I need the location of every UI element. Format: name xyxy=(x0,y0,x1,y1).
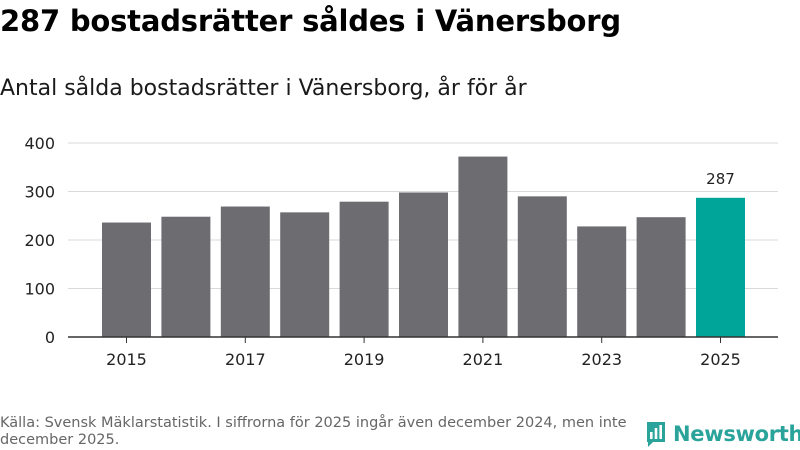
y-tick-label: 100 xyxy=(24,280,55,299)
x-tick-label: 2017 xyxy=(225,350,266,369)
bar-2021 xyxy=(458,156,508,337)
bar-chart: 0 100 200 300 400 2015 2017 2019 2021 2023 2025 287 xyxy=(24,134,778,369)
y-tick-label: 400 xyxy=(24,134,55,153)
bar-chart-logo-icon xyxy=(647,422,665,447)
bar-2016 xyxy=(161,216,211,337)
chart-subtitle: Antal sålda bostadsrätter i Vänersborg, … xyxy=(0,76,527,101)
brand-logo: Newsworthy xyxy=(645,418,800,450)
x-tick-label: 2021 xyxy=(463,350,504,369)
x-tick-label: 2023 xyxy=(581,350,622,369)
x-tick-label: 2025 xyxy=(700,350,741,369)
data-label-2025: 287 xyxy=(706,170,735,188)
y-tick-label: 0 xyxy=(45,328,55,347)
x-tick-label: 2019 xyxy=(344,350,385,369)
bar-2024 xyxy=(636,217,686,337)
bar-2019 xyxy=(339,201,389,337)
bar-2023 xyxy=(577,226,627,337)
bar-2018 xyxy=(280,212,330,337)
brand-name: Newsworthy xyxy=(673,422,800,446)
source-note: Källa: Svensk Mäklarstatistik. I siffror… xyxy=(0,415,627,448)
x-tick-label: 2015 xyxy=(106,350,147,369)
bar-2017 xyxy=(220,206,270,337)
chart-title: 287 bostadsrätter såldes i Vänersborg xyxy=(0,4,621,38)
y-tick-label: 200 xyxy=(24,231,55,250)
y-tick-label: 300 xyxy=(24,183,55,202)
bar-2015 xyxy=(102,222,151,337)
bar-2022 xyxy=(517,196,567,337)
bar-2020 xyxy=(399,192,448,337)
bar-2025 xyxy=(696,197,745,337)
